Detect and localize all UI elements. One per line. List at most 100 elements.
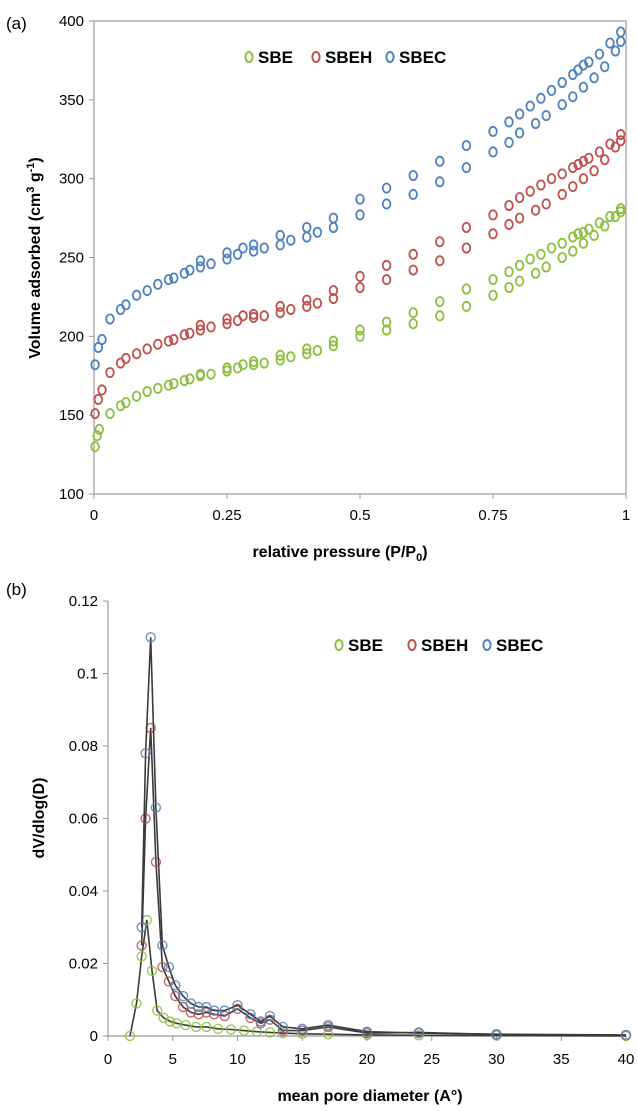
data-point-sbeh-adsorption xyxy=(163,335,174,347)
data-point-sbeh-desorption xyxy=(302,294,312,306)
panel-a-label: (a) xyxy=(6,14,27,33)
y-tick-label: 200 xyxy=(59,328,84,345)
data-point-sbec-desorption xyxy=(488,125,498,137)
data-point-sbec-desorption xyxy=(525,100,535,112)
x-tick-label: 25 xyxy=(423,1051,440,1068)
data-point-sbec-adsorption xyxy=(115,303,126,315)
data-point-sbeh-adsorption xyxy=(530,204,541,216)
data-point-sbec xyxy=(322,1019,334,1031)
legend-label-sbec: SBEC xyxy=(399,48,446,67)
data-point-sbeh-adsorption xyxy=(616,135,626,147)
data-point-sbeh-desorption xyxy=(488,209,498,221)
data-point-sbec-desorption xyxy=(616,26,626,38)
data-point-sbeh-adsorption xyxy=(578,173,589,185)
data-point-sbeh-adsorption xyxy=(195,324,206,336)
data-point-sbeh-adsorption xyxy=(488,228,498,240)
x-tick-label: 30 xyxy=(488,1051,505,1068)
data-point-sbeh-desorption xyxy=(328,285,339,297)
x-tick-label: 0.5 xyxy=(350,507,371,524)
x-tick-label: 10 xyxy=(229,1051,246,1068)
data-point-sbe-desorption xyxy=(536,248,546,260)
data-point-sbe xyxy=(212,1023,224,1035)
panel-a-x-axis: 0 0.25 0.5 0.75 1 xyxy=(90,494,630,524)
data-point-sbe-adsorption xyxy=(185,373,195,385)
data-point-sbe xyxy=(238,1025,250,1036)
y-tick-label: 350 xyxy=(59,92,84,109)
data-point-sbec-adsorption xyxy=(328,221,339,233)
data-point-sbe-desorption xyxy=(435,296,445,308)
y-tick-label: 150 xyxy=(59,407,84,424)
data-point-sbeh-adsorption xyxy=(90,408,100,420)
x-tick-label: 35 xyxy=(553,1051,570,1068)
data-point-sbec-adsorption xyxy=(179,267,190,279)
data-point-sbe-adsorption xyxy=(600,220,610,232)
data-point-sbec xyxy=(255,1016,266,1027)
legend-marker-sbec xyxy=(385,51,395,63)
data-point-sbec-adsorption xyxy=(90,359,100,371)
data-point-sbec-adsorption xyxy=(600,61,610,73)
panel-a-y-axis-title: Volume adsorbed (cm3 g-1) xyxy=(25,157,44,358)
data-point-sbeh-adsorption xyxy=(589,165,599,177)
data-point-sbec-adsorption xyxy=(259,242,269,254)
series-line-sbe xyxy=(129,919,627,1037)
y-tick-label: 100 xyxy=(59,486,84,503)
data-point-sbec xyxy=(193,1001,204,1013)
data-point-sbe-desorption xyxy=(355,324,365,336)
data-point-sbec-adsorption xyxy=(142,285,152,297)
data-point-sbec-desorption xyxy=(514,108,525,120)
data-point-sbec-adsorption xyxy=(206,258,216,270)
x-tick-label: 20 xyxy=(359,1051,376,1068)
data-point-sbe-adsorption xyxy=(121,397,131,409)
data-point-sbe-adsorption xyxy=(530,267,541,279)
data-point-sbeh-desorption xyxy=(238,310,248,322)
data-point-sbec-adsorption xyxy=(153,278,163,290)
data-point-sbe-adsorption xyxy=(163,379,174,391)
data-point-sbec-desorption xyxy=(275,229,285,241)
data-point-sbec-adsorption xyxy=(381,198,392,210)
data-point-sbe-adsorption xyxy=(328,340,339,352)
data-point-sbe-adsorption xyxy=(568,245,578,257)
data-point-sbeh xyxy=(201,1007,212,1018)
data-point-sbe-desorption xyxy=(222,362,232,374)
data-point-sbec xyxy=(208,1005,220,1016)
data-point-sbeh-adsorption xyxy=(541,198,551,210)
data-point-sbec xyxy=(140,748,151,759)
data-point-sbec-adsorption xyxy=(461,162,472,174)
data-point-sbe-desorption xyxy=(616,203,626,215)
data-point-sbeh-desorption xyxy=(514,192,525,204)
data-point-sbe-adsorption xyxy=(232,362,243,374)
data-point-sbe-adsorption xyxy=(131,390,142,402)
data-point-sbeh-adsorption xyxy=(185,327,195,339)
data-point-sbec-desorption xyxy=(605,37,615,49)
data-point-sbec-desorption xyxy=(546,84,557,96)
data-point-sbeh-adsorption xyxy=(153,338,163,350)
data-point-sbeh-desorption xyxy=(195,319,206,331)
data-point-sbec-desorption xyxy=(584,56,594,68)
data-point-sbec xyxy=(264,1010,276,1022)
data-point-sbeh-adsorption xyxy=(461,242,472,254)
x-tick-label: 40 xyxy=(618,1051,635,1068)
data-point-sbeh-adsorption xyxy=(568,181,578,193)
data-point-sbe xyxy=(180,1019,191,1031)
data-point-sbe xyxy=(151,1005,163,1016)
data-point-sbe-adsorption xyxy=(153,382,163,394)
data-point-sbeh-desorption xyxy=(594,146,605,158)
y-tick-label: 400 xyxy=(59,13,84,30)
data-point-sbec xyxy=(177,990,189,1002)
data-point-sbeh-desorption xyxy=(408,248,418,260)
legend-marker-sbe xyxy=(334,639,344,651)
data-point-sbec-adsorption xyxy=(163,274,174,286)
panel-b-pore-distribution: (b) 0 0.02 0.04 0.06 0.08 0.1 0.12 0 5 10 15 20 25 3… xyxy=(6,580,634,1105)
x-tick-label: 0.75 xyxy=(478,507,507,524)
data-point-sbe-desorption xyxy=(195,368,206,380)
data-point-sbec-adsorption xyxy=(408,188,418,200)
data-point-sbe-adsorption xyxy=(179,374,190,386)
data-point-sbec-adsorption xyxy=(131,289,142,301)
data-point-sbec-desorption xyxy=(435,155,445,167)
data-point-sbeh-desorption xyxy=(355,270,365,282)
y-tick-label: 0 xyxy=(90,1028,98,1045)
data-point-sbec-desorption xyxy=(504,116,514,128)
data-point-sbe-desorption xyxy=(328,335,339,347)
data-point-sbec-desorption xyxy=(355,193,365,205)
data-point-sbeh-desorption xyxy=(584,152,594,164)
